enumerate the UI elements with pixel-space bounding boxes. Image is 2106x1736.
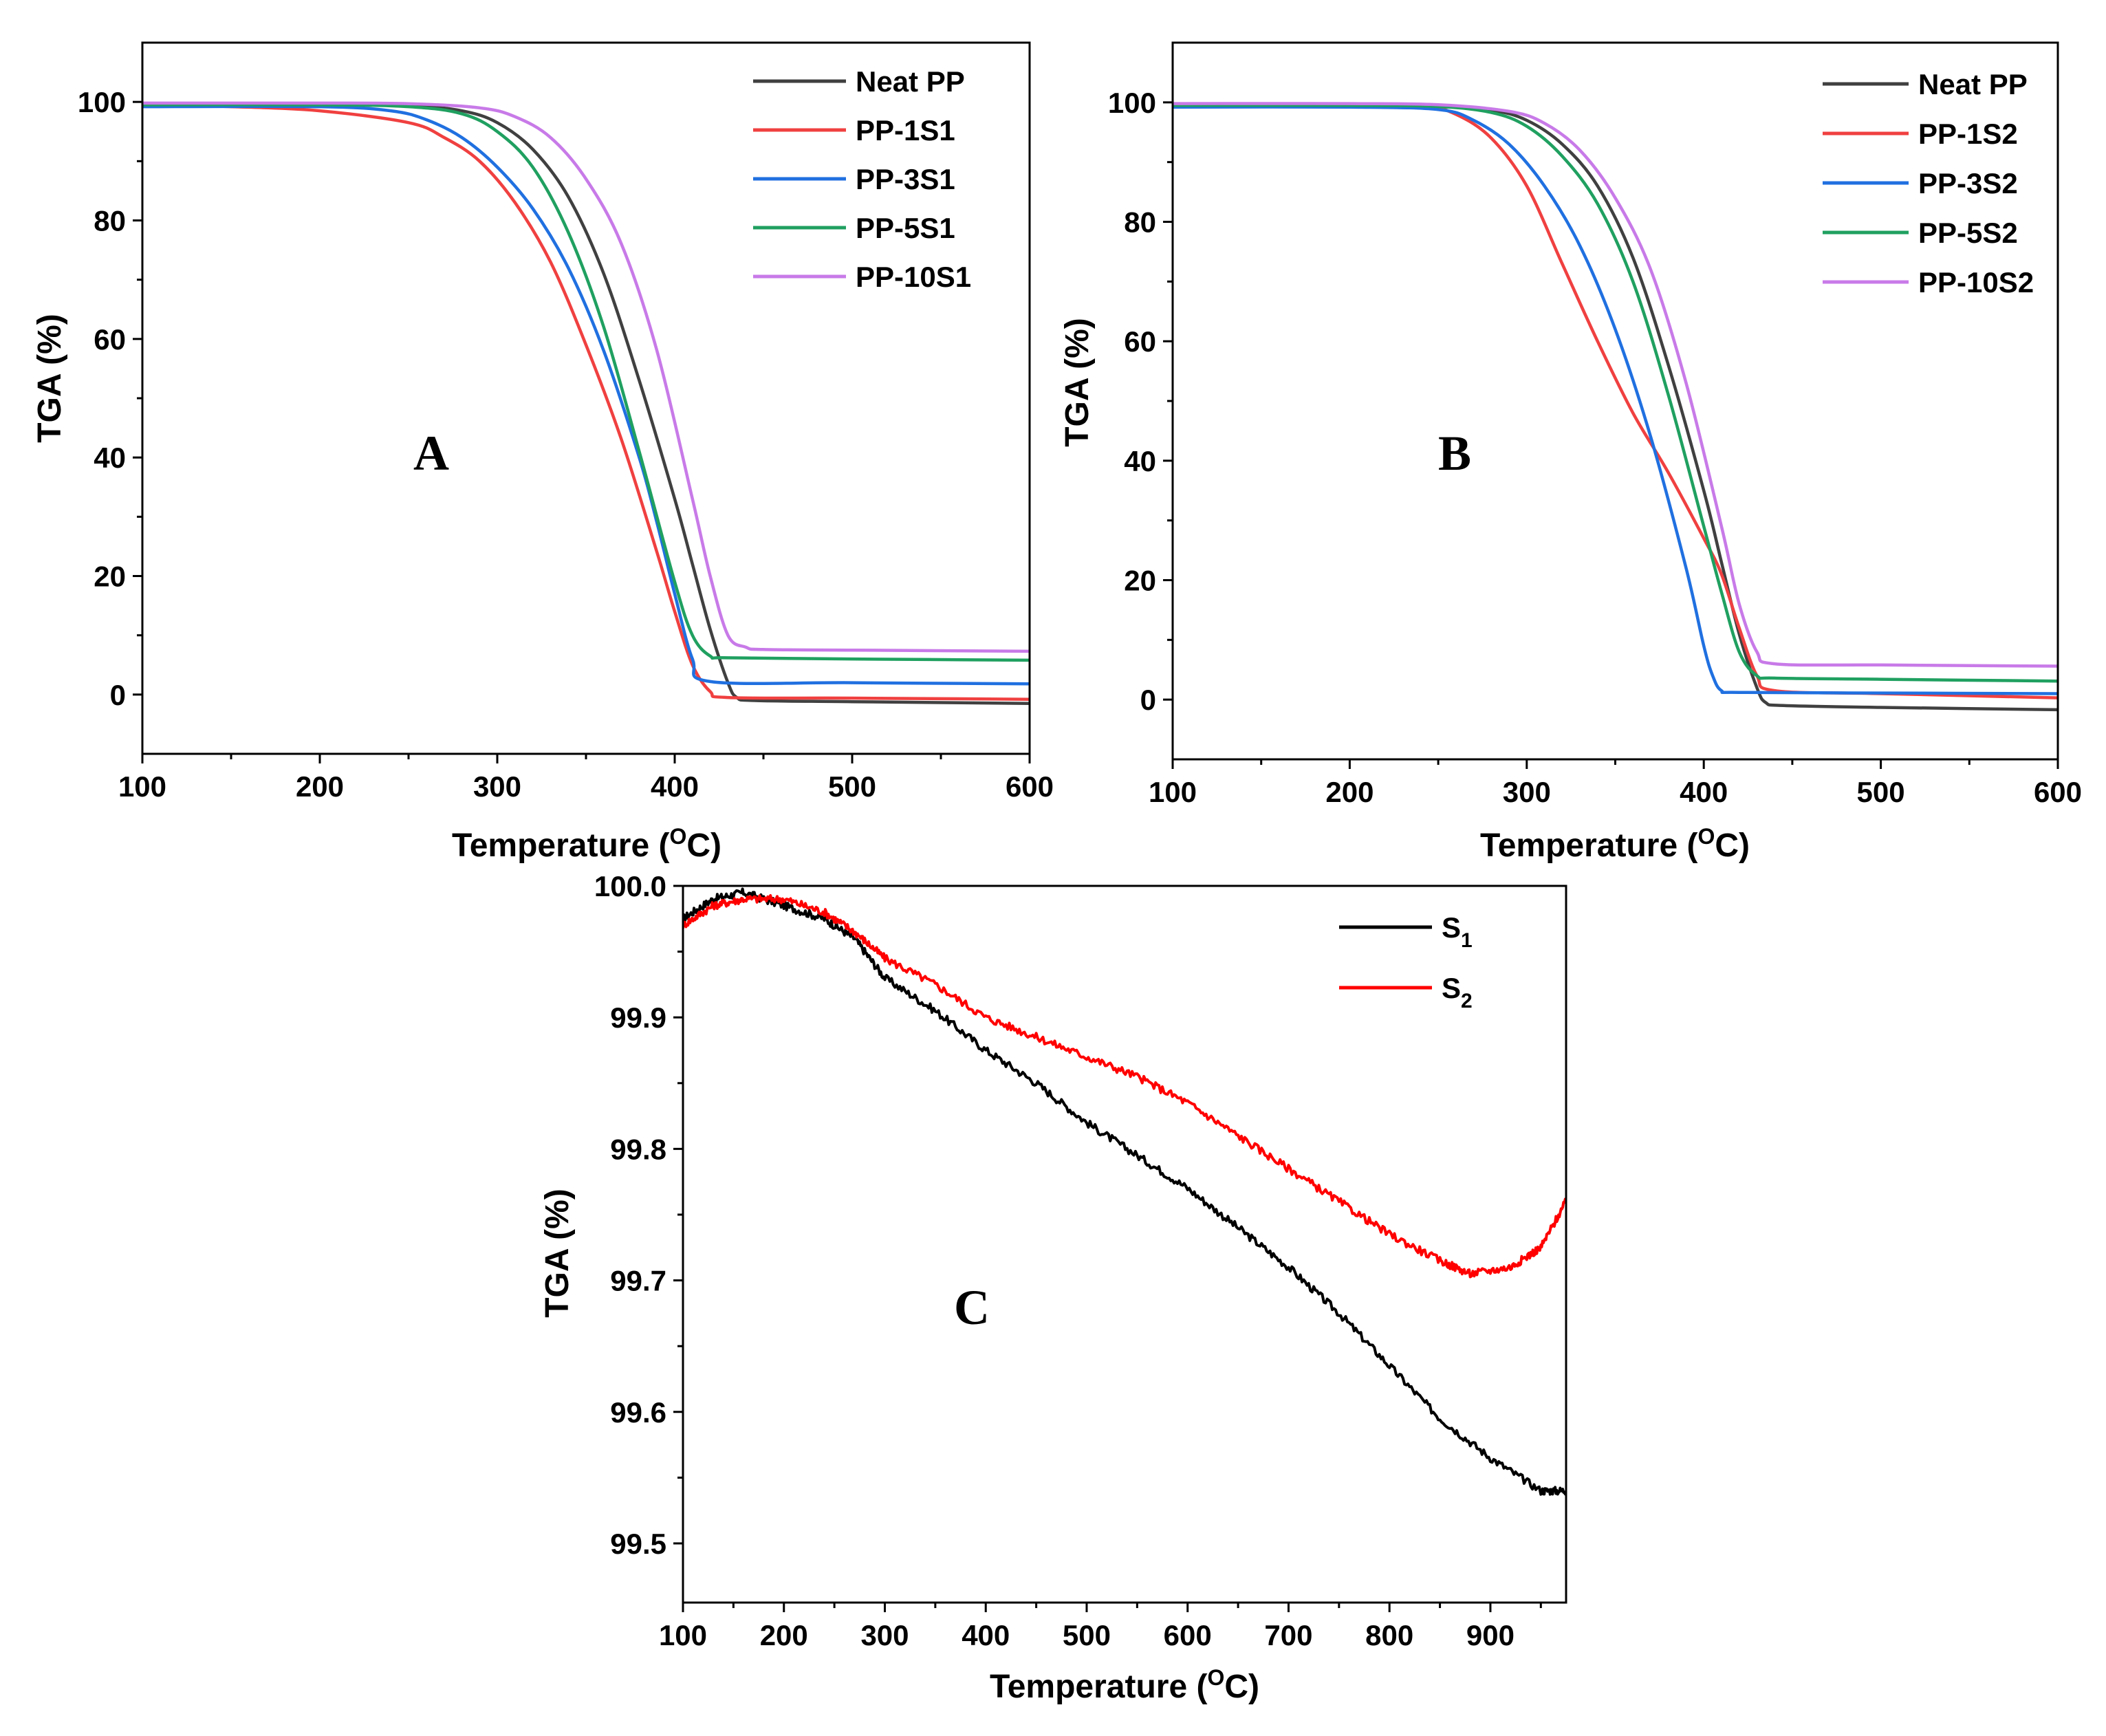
panel-c-x-tick-label: 700 <box>1264 1619 1312 1651</box>
panel-a-x-tick-label: 600 <box>1006 770 1054 803</box>
panel-a-series-pp-1s1 <box>142 103 1030 701</box>
panel-c-y-tick-label: 99.6 <box>610 1396 666 1429</box>
panel-a-letter: A <box>413 426 449 481</box>
panel-a-legend-label: PP-10S1 <box>856 261 971 293</box>
panel-b-letter: B <box>1438 426 1471 481</box>
panel-a-y-tick-label: 0 <box>110 679 126 711</box>
panel-a-legend-label: PP-5S1 <box>856 212 955 244</box>
panel-c-y-tick-label: 99.8 <box>610 1133 666 1165</box>
panel-b-axes-frame <box>1171 41 2059 761</box>
panel-c-y-tick-label: 100.0 <box>594 870 666 902</box>
panel-b-y-axis-label: TGA (%) <box>1059 318 1096 447</box>
panel-a-x-tick-label: 500 <box>828 770 876 803</box>
panel-a-legend-label: PP-1S1 <box>856 114 955 147</box>
panel-a-x-tick-label: 400 <box>651 770 699 803</box>
panel-b-y-tick-label: 100 <box>1108 87 1156 119</box>
panel-b: 100 200 300 400 500 600 0 20 40 60 80 100 Neat PP PP-… <box>1059 41 2082 864</box>
panel-b-legend-label: PP-1S2 <box>1918 118 2018 150</box>
panel-b-series-pp-5s2 <box>1173 103 2058 683</box>
panel-c-x-tick-label: 600 <box>1164 1619 1212 1651</box>
panel-a: 100 200 300 400 500 600 0 20 40 60 80 100 Neat PP PP-… <box>32 41 1054 864</box>
panel-a-y-tick-label: 80 <box>94 205 126 237</box>
panel-b-x-tick-label: 300 <box>1503 776 1551 808</box>
panel-a-legend-label: Neat PP <box>856 65 965 98</box>
panel-c-series-s2 <box>683 894 1566 1279</box>
panel-c-series-group <box>683 887 1566 1496</box>
panel-b-x-tick-label: 200 <box>1325 776 1374 808</box>
panel-b-x-tick-label: 600 <box>2034 776 2082 808</box>
panel-c-x-tick-label: 500 <box>1063 1619 1111 1651</box>
panel-b-plot-area: 100 200 300 400 500 600 0 20 40 60 80 100 Neat PP PP-… <box>1108 41 2082 808</box>
panel-c-y-tick-label: 99.7 <box>610 1265 666 1297</box>
panel-c-axes-frame <box>682 885 1567 1604</box>
panel-b-x-tick-label: 400 <box>1680 776 1728 808</box>
panel-b-y-tick-label: 0 <box>1140 684 1156 716</box>
panel-b-x-axis-label: Temperature (OC) <box>1480 824 1750 864</box>
panel-c-x-tick-label: 300 <box>860 1619 909 1651</box>
panel-a-y-tick-label: 20 <box>94 561 126 593</box>
panel-b-x-tick-label: 100 <box>1149 776 1197 808</box>
panel-c: 100 200 300 400 500 600 700 800 900 99.5 99.6 99.7 9… <box>539 870 1567 1705</box>
panel-c-x-tick-label: 400 <box>962 1619 1010 1651</box>
panel-c-y-tick-label: 99.5 <box>610 1528 666 1560</box>
panel-c-plot-area: 100 200 300 400 500 600 700 800 900 99.5 99.6 99.7 9… <box>594 870 1567 1651</box>
panel-a-y-axis-label: TGA (%) <box>32 314 68 443</box>
panel-b-series-group <box>1173 102 2058 712</box>
panel-a-y-tick-label: 60 <box>94 323 126 356</box>
panel-c-y-tick-label: 99.9 <box>610 1001 666 1034</box>
panel-a-axes-frame <box>141 41 1031 755</box>
panel-a-x-tick-label: 300 <box>473 770 521 803</box>
panel-c-legend-label: S2 <box>1442 972 1473 1012</box>
panel-a-x-tick-label: 200 <box>296 770 344 803</box>
panel-b-legend-label: PP-3S2 <box>1918 167 2018 199</box>
panel-b-x-tick-label: 500 <box>1857 776 1905 808</box>
panel-c-x-tick-label: 800 <box>1365 1619 1413 1651</box>
panel-c-x-tick-label: 900 <box>1466 1619 1515 1651</box>
panel-b-legend: Neat PP PP-1S2 PP-3S2 PP-5S2 PP-10S2 <box>1823 68 2034 299</box>
panel-b-y-tick-label: 60 <box>1124 325 1156 358</box>
panel-b-y-tick-label: 80 <box>1124 206 1156 239</box>
panel-b-series-pp-10s2 <box>1173 102 2058 668</box>
panel-a-legend: Neat PP PP-1S1 PP-3S1 PP-5S1 PP-10S1 <box>753 65 971 293</box>
panel-a-y-tick-label: 100 <box>78 86 126 118</box>
panel-b-series-pp-3s2 <box>1173 105 2058 695</box>
panel-c-y-axis-label: TGA (%) <box>539 1189 576 1318</box>
panel-b-y-tick-label: 40 <box>1124 445 1156 477</box>
panel-a-x-tick-label: 100 <box>118 770 166 803</box>
panel-a-series-pp-10s1 <box>142 101 1030 653</box>
panel-c-letter: C <box>954 1280 990 1335</box>
panel-a-x-axis-label: Temperature (OC) <box>452 824 721 864</box>
panel-c-x-tick-label: 200 <box>760 1619 808 1651</box>
panel-c-legend-label: S1 <box>1442 911 1473 952</box>
panel-a-series-pp-5s1 <box>142 103 1030 662</box>
panel-b-legend-label: PP-5S2 <box>1918 217 2018 249</box>
panel-c-x-tick-label: 100 <box>659 1619 707 1651</box>
panel-c-series-s1 <box>683 887 1566 1496</box>
panel-a-series-group <box>142 101 1030 706</box>
panel-c-legend: S1 S2 <box>1339 911 1473 1012</box>
panel-a-plot-area: 100 200 300 400 500 600 0 20 40 60 80 100 Neat PP PP-… <box>78 41 1054 803</box>
panel-b-y-tick-label: 20 <box>1124 565 1156 597</box>
panel-a-legend-label: PP-3S1 <box>856 163 955 195</box>
panel-a-y-tick-label: 40 <box>94 442 126 474</box>
panel-a-series-pp-3s1 <box>142 105 1030 686</box>
panel-c-x-axis-label: Temperature (OC) <box>990 1665 1259 1705</box>
panel-b-legend-label: Neat PP <box>1918 68 2028 100</box>
panel-b-legend-label: PP-10S2 <box>1918 266 2034 299</box>
